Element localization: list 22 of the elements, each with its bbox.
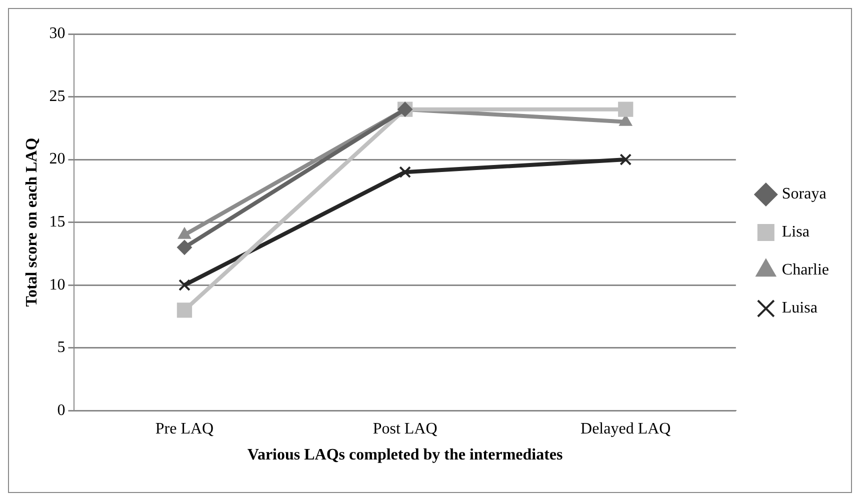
- point: [176, 240, 192, 255]
- x-tick-label: Post LAQ: [372, 420, 438, 438]
- legend-label: Charlie: [782, 262, 829, 279]
- y-tick-label: 15: [49, 214, 66, 231]
- point: [399, 166, 412, 178]
- legend-label: Luisa: [782, 300, 818, 317]
- y-tick-label: 0: [57, 402, 66, 419]
- y-axis-title: Total score on each LAQ: [24, 138, 41, 307]
- x-tick-label: Delayed LAQ: [580, 420, 672, 438]
- y-tick-label: 25: [49, 88, 66, 105]
- point: [178, 279, 190, 292]
- y-tick-label: 5: [57, 339, 66, 356]
- point: [618, 102, 634, 117]
- x-tick-label: Pre LAQ: [155, 420, 214, 438]
- legend-label: Lisa: [782, 224, 810, 241]
- point: [176, 302, 192, 318]
- legend-label: Soraya: [782, 186, 826, 203]
- y-tick-label: 30: [49, 25, 66, 42]
- point: [620, 154, 632, 166]
- y-tick-label: 10: [49, 276, 66, 294]
- y-tick-label: 20: [49, 150, 66, 168]
- x-axis-title: Various LAQs completed by the intermediates: [247, 446, 563, 464]
